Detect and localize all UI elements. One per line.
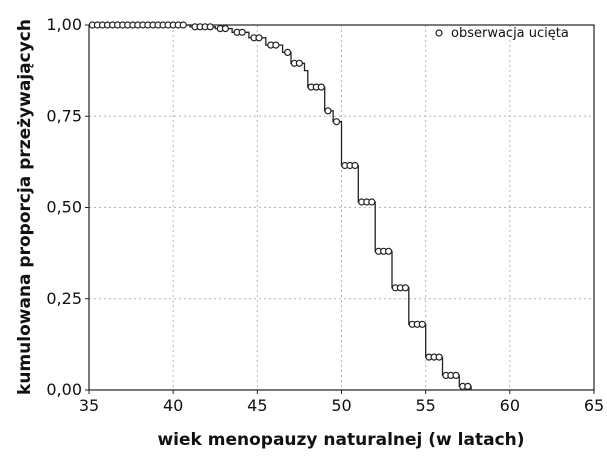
censored-observations — [88, 21, 472, 390]
x-axis-ticks: 35 40 45 50 55 60 65 — [79, 390, 604, 415]
censored-point — [332, 118, 341, 126]
censored-point — [317, 83, 325, 91]
censored-point — [221, 25, 229, 33]
censored-point — [464, 382, 472, 390]
censored-point — [179, 21, 187, 29]
legend-label: obserwacja ucięta — [451, 26, 569, 41]
y-tick-label: 0,75 — [46, 106, 82, 125]
gridlines — [89, 25, 594, 390]
censored-point — [385, 247, 393, 255]
legend: obserwacja ucięta — [435, 26, 569, 41]
censored-point — [238, 28, 246, 36]
y-tick-label: 0,00 — [46, 380, 82, 399]
censored-point — [452, 371, 460, 379]
censored-point — [255, 34, 263, 42]
x-tick-label: 65 — [584, 396, 604, 415]
censored-point — [401, 284, 410, 292]
x-tick-label: 45 — [247, 396, 267, 415]
censored-point — [368, 198, 376, 206]
censored-point — [351, 161, 359, 170]
y-tick-label: 0,50 — [46, 198, 82, 217]
censored-point — [206, 23, 214, 31]
x-axis-title: wiek menopauzy naturalnej (w latach) — [157, 430, 524, 450]
y-axis-title: kumulowana proporcja przeżywających — [15, 19, 35, 395]
y-axis-ticks: 0,00 0,25 0,50 0,75 1,00 — [46, 15, 89, 399]
censored-point — [324, 107, 332, 115]
censored-point — [295, 59, 303, 67]
x-tick-label: 60 — [500, 396, 520, 415]
censored-point — [272, 41, 280, 49]
x-tick-label: 40 — [163, 396, 183, 415]
y-tick-label: 1,00 — [46, 15, 82, 34]
censored-point — [284, 48, 292, 57]
x-tick-label: 50 — [331, 396, 351, 415]
y-tick-label: 0,25 — [46, 289, 82, 308]
legend-censor-marker — [435, 29, 443, 37]
x-tick-label: 55 — [415, 396, 435, 415]
censored-point — [435, 353, 443, 361]
x-tick-label: 35 — [79, 396, 99, 415]
censored-point — [418, 320, 426, 328]
